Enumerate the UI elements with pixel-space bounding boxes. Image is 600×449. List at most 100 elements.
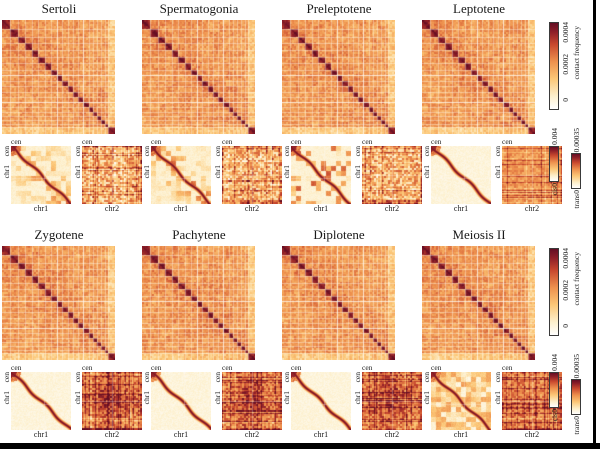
cis-map-unit: cen cen chr1 chr1 [2, 364, 71, 440]
cen-label-x: cen [222, 137, 233, 146]
y-axis: cen chr1 [353, 146, 362, 204]
trans-map-unit: cen cen chr1 chr2 [73, 364, 142, 440]
cen-label-x: cen [82, 137, 93, 146]
stage-row-2: Zygotene cen cen chr1 chr1 cen cen chr1 [2, 228, 592, 449]
y-axis-label-chr1: chr1 [493, 391, 502, 405]
cis-map-unit: cen cen chr1 chr1 [282, 364, 351, 440]
panel-title: Spermatogonia [159, 1, 239, 16]
cis-map-unit: cen cen chr1 chr1 [2, 138, 71, 214]
panels-row-2: Zygotene cen cen chr1 chr1 cen cen chr1 [2, 228, 592, 440]
trans-map-unit: cen cen chr1 chr2 [213, 364, 282, 440]
x-axis-label-chr2: chr2 [524, 430, 540, 439]
cen-label-y: cen [213, 146, 222, 157]
y-axis: cen chr1 [142, 372, 151, 430]
trans-colorbar: 0.00035 0 trans [566, 354, 586, 435]
x-axis-label-chr1: chr1 [453, 204, 469, 213]
genome-wide-contact-map [422, 20, 535, 134]
cis-contact-map-chr1 [151, 372, 211, 430]
colorbar-tick-max: 0.0004 [561, 22, 570, 43]
trans-label: trans [571, 420, 581, 435]
cen-label-y: cen [422, 372, 431, 383]
y-axis-label-chr1: chr1 [2, 165, 11, 179]
trans-contact-map-chr1-chr2 [222, 372, 282, 430]
y-axis-label-chr1: chr1 [213, 165, 222, 179]
x-axis-label-chr1: chr1 [313, 430, 329, 439]
cen-label-x: cen [222, 363, 233, 372]
cen-label-y: cen [213, 372, 222, 383]
cis-colorbar: 0.004 0 cis [544, 128, 564, 195]
cen-label-y: cen [142, 372, 151, 383]
cis-label: cis [549, 186, 559, 195]
y-axis: cen chr1 [213, 146, 222, 204]
y-axis-label-chr1: chr1 [142, 165, 151, 179]
trans-map-unit: cen cen chr1 chr2 [353, 138, 422, 214]
y-axis-label-chr1: chr1 [73, 165, 82, 179]
x-axis-label-chr1: chr1 [173, 430, 189, 439]
colorbar-tick-mid: 0.0002 [561, 54, 570, 75]
cis-colorbar-gradient [549, 371, 559, 408]
genome-wide-contact-map [282, 20, 395, 134]
y-axis-label-chr1: chr1 [422, 165, 431, 179]
x-axis-label-chr1: chr1 [33, 430, 49, 439]
cen-label-x: cen [362, 137, 373, 146]
y-axis: cen chr1 [73, 372, 82, 430]
y-axis-label-chr1: chr1 [213, 391, 222, 405]
cis-colorbar: 0.004 0 cis [544, 354, 564, 421]
y-axis-label-chr1: chr1 [422, 391, 431, 405]
x-axis-label-chr2: chr2 [384, 204, 400, 213]
colorbar-tick-mid: 0.0002 [561, 280, 570, 301]
genome-wide-contact-map [142, 246, 255, 360]
cis-map-unit: cen cen chr1 chr1 [422, 364, 491, 440]
trans-colorbar: 0.00035 0 trans [566, 128, 586, 209]
cen-label-y: cen [2, 372, 11, 383]
colorbar-tick-min: 0 [561, 98, 570, 102]
x-axis-label-chr2: chr2 [104, 204, 120, 213]
y-axis: cen chr1 [422, 372, 431, 430]
zoom-maps-row: cen cen chr1 chr1 cen cen chr1 chr2 [2, 364, 142, 440]
cen-label-y: cen [142, 146, 151, 157]
y-axis-label-chr1: chr1 [282, 391, 291, 405]
panel-leptotene: Leptotene cen cen chr1 chr1 cen cen chr1 [422, 2, 562, 214]
panel-title: Sertoli [41, 1, 77, 16]
y-axis-label-chr1: chr1 [2, 391, 11, 405]
cen-label-y: cen [73, 146, 82, 157]
zoom-maps-row: cen cen chr1 chr1 cen cen chr1 chr2 [142, 138, 282, 214]
panels-row-1: Sertoli cen cen chr1 chr1 cen cen chr1 [2, 2, 592, 214]
cis-label: cis [549, 412, 559, 421]
bottom-border-bar [0, 443, 600, 449]
trans-contact-map-chr1-chr2 [362, 372, 422, 430]
panel-title: Diplotene [313, 227, 365, 242]
panel-spermatogonia: Spermatogonia cen cen chr1 chr1 cen cen … [142, 2, 282, 214]
trans-tick-max: 0.00035 [571, 128, 581, 153]
cen-label-x: cen [11, 363, 22, 372]
cis-contact-map-chr1 [291, 372, 351, 430]
zoom-maps-row: cen cen chr1 chr1 cen cen chr1 chr2 [142, 364, 282, 440]
cen-label-y: cen [422, 146, 431, 157]
contact-frequency-colorbar [549, 248, 559, 336]
trans-contact-map-chr1-chr2 [82, 146, 142, 204]
cis-map-unit: cen cen chr1 chr1 [422, 138, 491, 214]
cen-label-x: cen [82, 363, 93, 372]
cis-contact-map-chr1 [11, 146, 71, 204]
y-axis: cen chr1 [2, 372, 11, 430]
cen-label-x: cen [502, 363, 513, 372]
zoom-maps-row: cen cen chr1 chr1 cen cen chr1 chr2 [422, 364, 562, 440]
y-axis: cen chr1 [422, 146, 431, 204]
cis-tick-max: 0.004 [549, 354, 559, 371]
panel-pachytene: Pachytene cen cen chr1 chr1 cen cen chr1 [142, 228, 282, 440]
trans-map-unit: cen cen chr1 chr2 [73, 138, 142, 214]
cen-label-x: cen [291, 363, 302, 372]
cis-map-unit: cen cen chr1 chr1 [142, 138, 211, 214]
genome-wide-contact-map [422, 246, 535, 360]
panel-title: Zygotene [34, 227, 84, 242]
cis-colorbar-gradient [549, 145, 559, 182]
cen-label-x: cen [362, 363, 373, 372]
cis-map-unit: cen cen chr1 chr1 [142, 364, 211, 440]
genome-wide-contact-map [2, 20, 115, 134]
trans-map-unit: cen cen chr1 chr2 [213, 138, 282, 214]
y-axis: cen chr1 [493, 372, 502, 430]
y-axis-label-chr1: chr1 [353, 165, 362, 179]
cis-contact-map-chr1 [291, 146, 351, 204]
y-axis: cen chr1 [493, 146, 502, 204]
